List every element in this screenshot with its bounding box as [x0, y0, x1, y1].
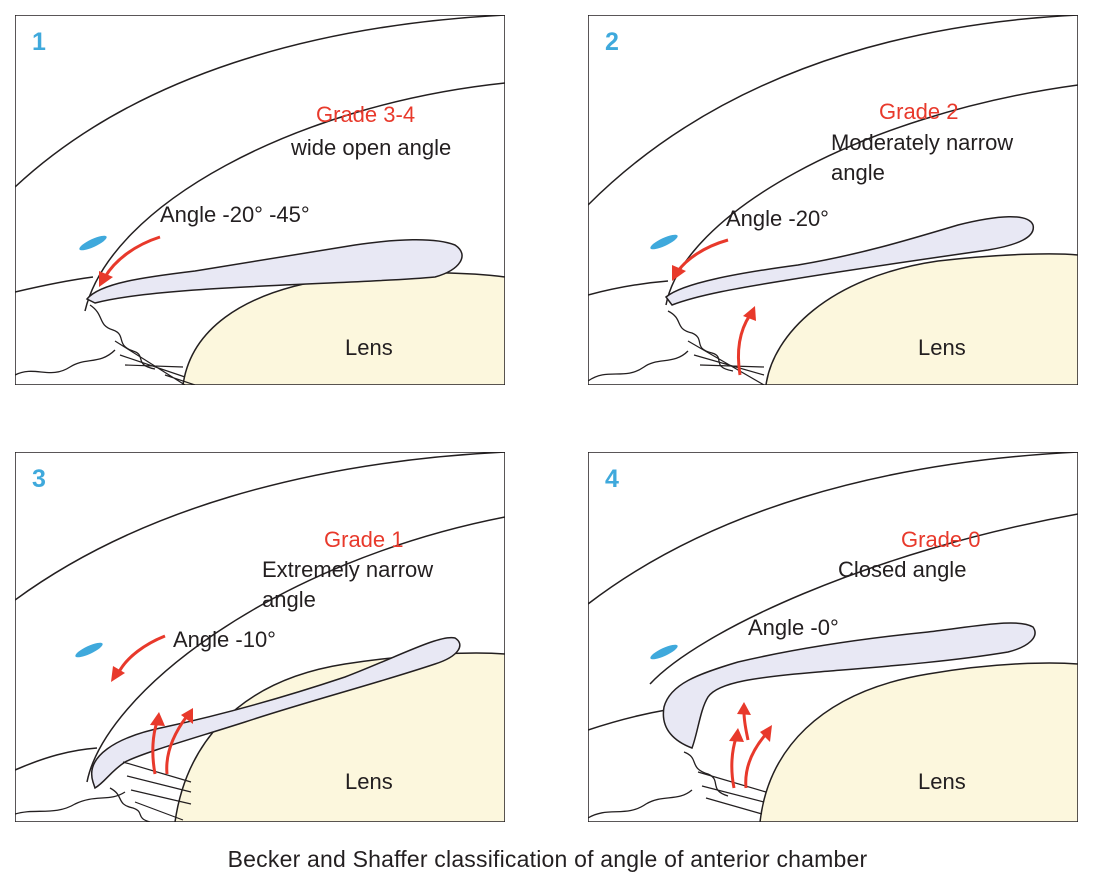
- anterior-chamber-drawing-3: [15, 452, 505, 822]
- schwalbe-line-mark-4: [650, 644, 678, 660]
- schwalbe-line-mark-3: [75, 642, 103, 658]
- grade-label-1: Grade 3-4: [316, 102, 416, 127]
- anterior-chamber-drawing-1: [15, 15, 505, 385]
- grade-label-2: Grade 2: [879, 99, 959, 124]
- panel-number-3: 3: [32, 465, 46, 493]
- aqueous-flow-arrow-2: [736, 314, 752, 376]
- angle-measure-4: Angle -0°: [748, 615, 839, 640]
- description-line: Extremely narrow: [262, 557, 434, 582]
- panel-number-2: 2: [605, 28, 619, 56]
- angle-measure-2: Angle -20°: [726, 206, 829, 231]
- description-line: angle: [831, 159, 885, 185]
- diagram-panel-3: 3 Grade 1 Extremely narrow angle Angle -…: [15, 452, 505, 822]
- figure-caption: Becker and Shaffer classification of ang…: [227, 846, 868, 872]
- lens-label-1: Lens: [345, 335, 393, 360]
- anterior-chamber-drawing-4: [588, 452, 1078, 822]
- angle-description-1: wide open angle: [291, 133, 451, 163]
- angle-description-2: Moderately narrow angle: [831, 128, 1013, 187]
- description-line: angle: [262, 586, 316, 612]
- angle-measure-1: Angle -20° -45°: [160, 202, 310, 227]
- aqueous-flow-arrow-4c: [744, 733, 768, 789]
- aqueous-flow-arrow-3b: [165, 715, 189, 775]
- panel-number-4: 4: [605, 465, 619, 493]
- angle-description-3: Extremely narrow angle: [262, 555, 433, 614]
- lens-label-4: Lens: [918, 769, 966, 794]
- angle-measure-3: Angle -10°: [173, 627, 276, 652]
- diagram-panel-4: 4 Grade 0 Closed angle Angle -0° Lens: [588, 452, 1078, 822]
- schwalbe-line-mark-2: [650, 234, 678, 250]
- grade-label-4: Grade 0: [901, 527, 981, 552]
- schwalbe-line-mark-1: [79, 235, 107, 251]
- description-line: Moderately narrow: [831, 130, 1014, 155]
- lens-label-2: Lens: [918, 335, 966, 360]
- angle-arrow-1: [103, 235, 161, 278]
- anterior-chamber-drawing-2: [588, 15, 1078, 385]
- description-line: wide open angle: [291, 135, 452, 160]
- description-line: Closed angle: [838, 557, 967, 582]
- panel-number-1: 1: [32, 28, 46, 56]
- diagram-panel-2: 2 Grade 2 Moderately narrow angle Angle …: [588, 15, 1078, 385]
- grade-label-3: Grade 1: [324, 527, 404, 552]
- angle-description-4: Closed angle: [838, 555, 966, 585]
- angle-arrow-3: [117, 634, 166, 673]
- angle-arrow-2: [676, 238, 729, 272]
- diagram-panel-1: 1 Grade 3-4 wide open angle Angle -20° -…: [15, 15, 505, 385]
- lens-label-3: Lens: [345, 769, 393, 794]
